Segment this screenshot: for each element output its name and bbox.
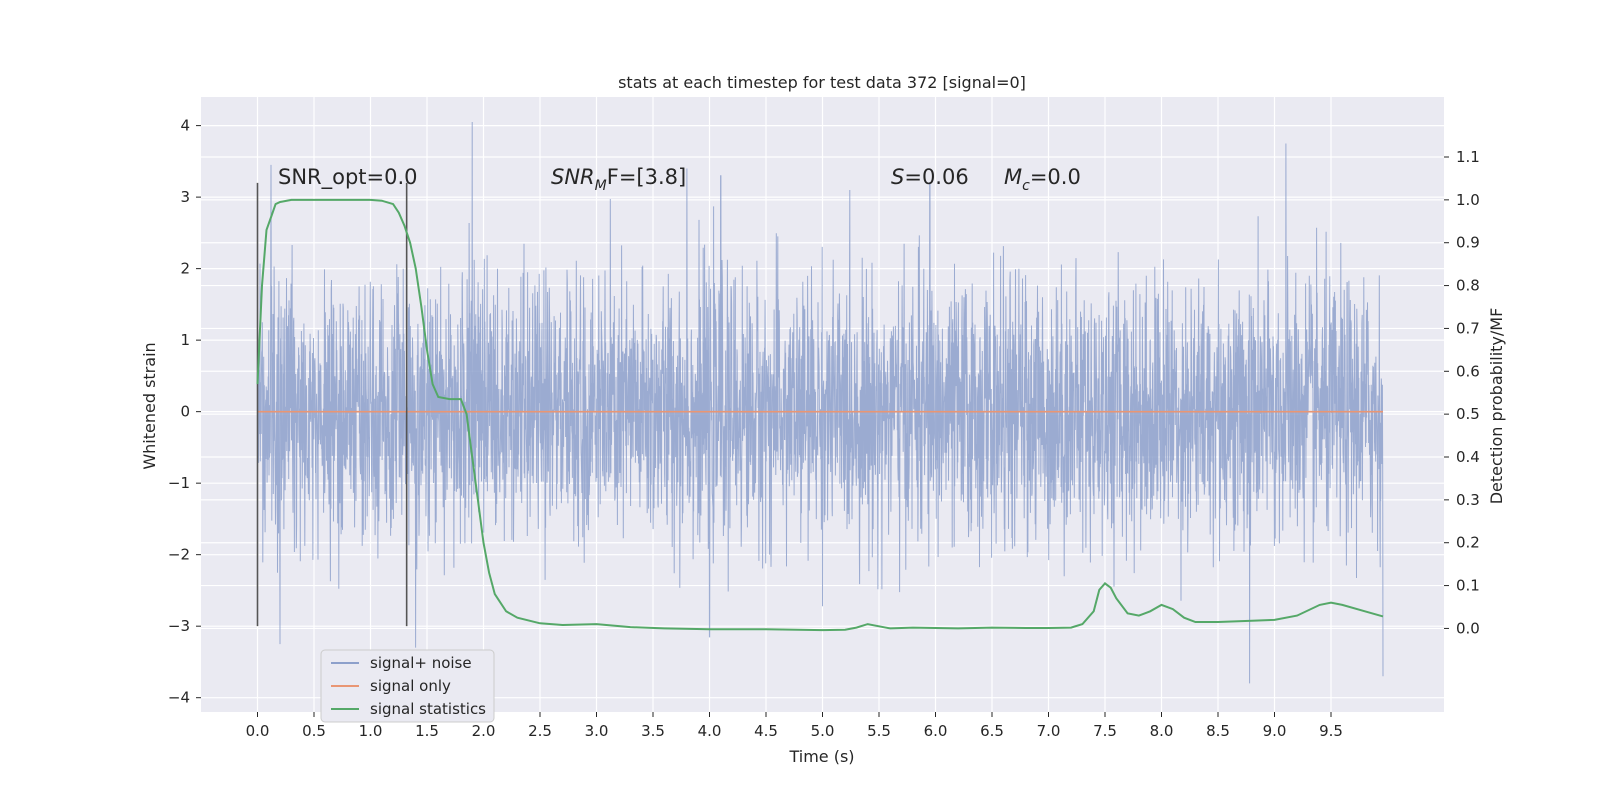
x-axis-label: Time (s) xyxy=(788,747,854,766)
y-tick-label: −3 xyxy=(168,617,190,635)
legend-label-noise: signal+ noise xyxy=(370,654,472,672)
snr-opt-annotation: SNR_opt=0.0 xyxy=(278,165,418,190)
y-right-tick-label: 0.1 xyxy=(1456,577,1480,595)
x-tick-label: 1.0 xyxy=(359,722,383,740)
x-tick-label: 3.5 xyxy=(641,722,665,740)
x-tick-label: 1.5 xyxy=(415,722,439,740)
x-tick-label: 0.5 xyxy=(302,722,326,740)
x-tick-label: 8.0 xyxy=(1150,722,1174,740)
snr-mf-sub: M xyxy=(595,178,607,194)
y-right-tick-label: 0.4 xyxy=(1456,448,1480,466)
y-right-tick-label: 0.6 xyxy=(1456,362,1480,380)
x-tick-label: 5.0 xyxy=(811,722,835,740)
y-right-tick-label: 1.0 xyxy=(1456,191,1480,209)
y-tick-label: 4 xyxy=(180,117,190,135)
vertical-markers xyxy=(256,182,408,627)
mc-var: M xyxy=(1004,165,1022,189)
s-rest: =0.06 xyxy=(904,165,968,189)
x-tick-labels: 0.0 0.5 1.0 1.5 2.0 2.5 3.0 3.5 4.0 4.5 5.0 5.5 6.0 6… xyxy=(246,712,1343,740)
x-tick-label: 8.5 xyxy=(1206,722,1230,740)
y-right-tick-label: 0.9 xyxy=(1456,234,1480,252)
y-tick-label: 3 xyxy=(180,188,190,206)
y-right-tick-label: 0.5 xyxy=(1456,405,1480,423)
x-tick-label: 4.0 xyxy=(698,722,722,740)
y-tick-label: 2 xyxy=(180,260,190,278)
legend: signal+ noise signal only signal statist… xyxy=(320,649,495,723)
s-annotation: S=0.06 xyxy=(891,165,969,189)
s-var: S xyxy=(891,165,904,189)
snr-mf-rest: F=[3.8] xyxy=(607,165,686,189)
signal-statistics-line xyxy=(256,198,1384,632)
y-axis-label: Whitened strain xyxy=(140,342,159,469)
y-right-tick-label: 0.2 xyxy=(1456,534,1480,552)
x-tick-label: 2.5 xyxy=(528,722,552,740)
x-tick-label: 3.0 xyxy=(585,722,609,740)
x-tick-label: 0.0 xyxy=(246,722,270,740)
x-tick-label: 7.0 xyxy=(1037,722,1061,740)
y-tick-labels: 4 3 2 1 0 −1 −2 −3 −4 xyxy=(168,117,201,707)
legend-label-statistics: signal statistics xyxy=(370,700,486,718)
x-tick-label: 9.5 xyxy=(1319,722,1343,740)
y-right-tick-label: 0.8 xyxy=(1456,277,1480,295)
y-right-tick-label: 0.7 xyxy=(1456,319,1480,337)
y-right-tick-label: 0.3 xyxy=(1456,491,1480,509)
snr-mf-base: SNR xyxy=(551,165,595,189)
legend-label-signal-only: signal only xyxy=(370,677,451,695)
x-tick-label: 5.5 xyxy=(867,722,891,740)
x-tick-label: 7.5 xyxy=(1093,722,1117,740)
x-tick-label: 6.5 xyxy=(980,722,1004,740)
y-tick-label: 0 xyxy=(180,403,190,421)
y-right-tick-label: 1.1 xyxy=(1456,148,1480,166)
y-tick-label: 1 xyxy=(180,331,190,349)
x-tick-label: 9.0 xyxy=(1263,722,1287,740)
snr-mf-annotation: SNRMF=[3.8] xyxy=(551,165,686,194)
y-right-axis-label: Detection probability/MF xyxy=(1487,308,1506,505)
mc-rest: =0.0 xyxy=(1030,165,1081,189)
x-tick-label: 6.0 xyxy=(924,722,948,740)
x-tick-label: 2.0 xyxy=(472,722,496,740)
x-tick-label: 4.5 xyxy=(754,722,778,740)
y-tick-label: −1 xyxy=(168,474,190,492)
mc-annotation: Mc=0.0 xyxy=(1004,165,1081,194)
y-tick-label: −2 xyxy=(168,546,190,564)
y-tick-label: −4 xyxy=(168,689,190,707)
y-right-tick-label: 0.0 xyxy=(1456,619,1480,637)
legend-box xyxy=(320,649,495,723)
chart-title: stats at each timestep for test data 372… xyxy=(618,73,1026,92)
mc-sub: c xyxy=(1022,178,1030,194)
y-right-tick-labels: 1.1 1.0 0.9 0.8 0.7 0.6 0.5 0.4 0.3 0.2 0.1 0.0 xyxy=(1444,148,1480,637)
